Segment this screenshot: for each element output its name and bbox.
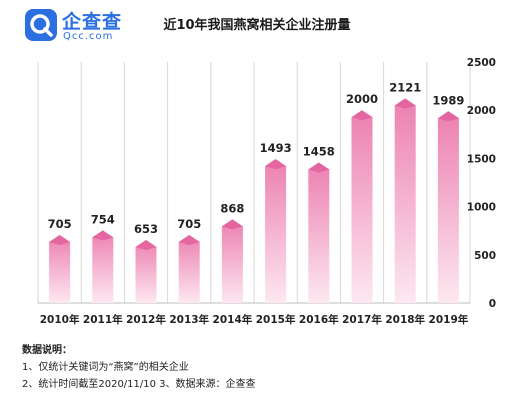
bar-cap: [308, 162, 330, 173]
data-label: 1493: [260, 141, 292, 155]
data-label: 2000: [346, 92, 378, 106]
data-notes: 数据说明： 1、仅统计关键词为“燕窝”的相关企业 2、统计时间截至2020/11…: [22, 342, 256, 393]
x-tick-label: 2016年: [299, 313, 339, 326]
bar: [351, 110, 373, 303]
x-tick-label: 2014年: [213, 313, 253, 326]
notes-line-1: 1、仅统计关键词为“燕窝”的相关企业: [22, 362, 189, 373]
notes-line-2: 2、统计时间截至2020/11/10 3、数据来源：企查查: [22, 379, 256, 390]
bar: [394, 98, 416, 303]
y-tick-label: 1500: [467, 153, 496, 165]
y-tick-label: 2500: [467, 57, 496, 69]
bar-cap: [265, 159, 287, 170]
y-tick-label: 2000: [467, 105, 496, 117]
x-tick-label: 2019年: [429, 313, 469, 326]
x-tick-label: 2017年: [342, 313, 382, 326]
qcc-logo: 企查查 Qcc.com: [24, 6, 154, 46]
bar: [92, 230, 114, 303]
bar: [437, 111, 459, 303]
data-label: 2121: [389, 81, 421, 95]
data-label: 1458: [303, 144, 335, 158]
bar-chart: 0 500 1000 1500 2000 2500 705 2010年 754 2011年 653 2…: [37, 57, 496, 326]
bar-cap: [351, 110, 373, 121]
bar-cap: [221, 219, 243, 230]
bar-cap: [178, 235, 200, 246]
data-label: 1989: [432, 93, 464, 107]
y-tick-label: 1000: [467, 202, 496, 214]
qcc-logo-icon: [25, 9, 57, 41]
data-label: 653: [134, 222, 158, 236]
x-tick-label: 2012年: [126, 313, 166, 326]
y-tick-label: 500: [474, 250, 496, 262]
x-tick-label: 2013年: [169, 313, 209, 326]
notes-title: 数据说明：: [22, 345, 72, 356]
x-tick-label: 2010年: [40, 313, 80, 326]
bar: [135, 240, 157, 303]
data-label: 868: [220, 201, 244, 215]
chart-title: 近10年我国燕窝相关企业注册量: [163, 18, 351, 33]
bar: [49, 235, 71, 303]
logo-name-cn: 企查查: [62, 11, 123, 33]
x-tick-label: 2018年: [385, 313, 425, 326]
bar-cap: [92, 230, 114, 241]
y-tick-label: 0: [489, 298, 496, 310]
bar: [265, 159, 287, 303]
bar-cap: [49, 235, 71, 246]
x-tick-label: 2015年: [256, 313, 296, 326]
bar-cap: [135, 240, 157, 251]
x-tick-label: 2011年: [83, 313, 123, 326]
bar-cap: [394, 98, 416, 109]
bar: [221, 219, 243, 303]
bar-cap: [437, 111, 459, 122]
data-label: 705: [48, 217, 72, 231]
bar: [178, 235, 200, 303]
bar: [308, 162, 330, 303]
logo-name-en: Qcc.com: [63, 31, 114, 42]
data-label: 705: [177, 217, 201, 231]
data-label: 754: [91, 212, 115, 226]
